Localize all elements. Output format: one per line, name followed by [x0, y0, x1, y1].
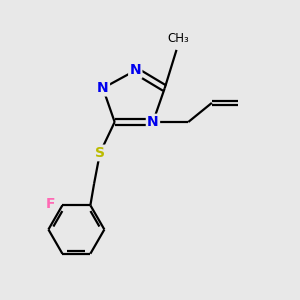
Text: CH₃: CH₃ — [167, 32, 189, 46]
Text: F: F — [46, 197, 55, 211]
Text: N: N — [130, 64, 141, 77]
Text: S: S — [95, 146, 105, 160]
Text: N: N — [147, 115, 159, 129]
Text: N: N — [97, 81, 109, 95]
